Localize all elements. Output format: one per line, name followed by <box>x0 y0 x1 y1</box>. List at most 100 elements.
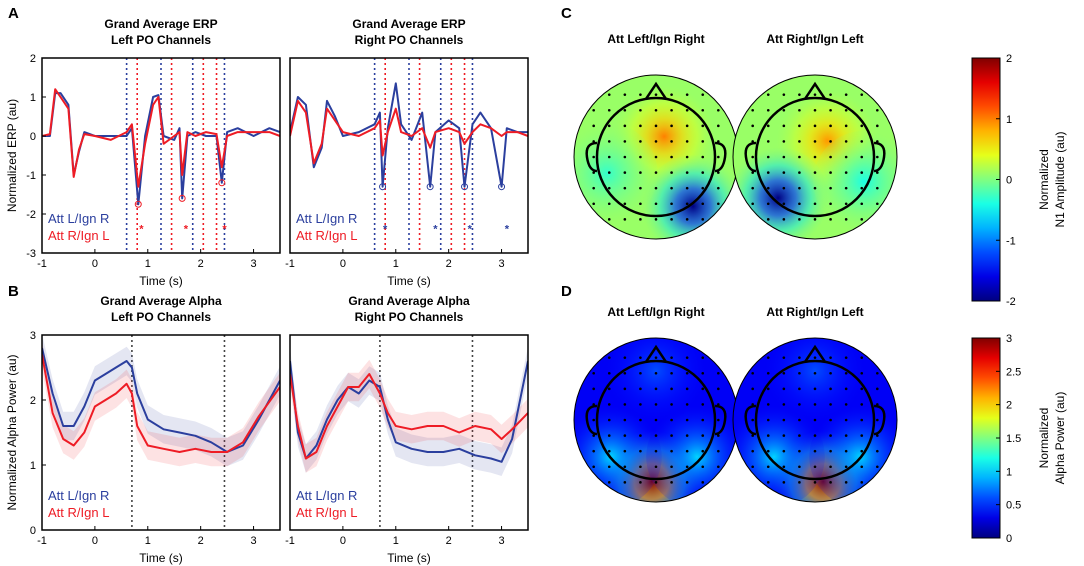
electrode <box>701 449 705 453</box>
electrode <box>751 124 754 128</box>
electrode <box>623 93 627 96</box>
electrode <box>782 171 786 174</box>
electrode <box>798 186 801 190</box>
electrode <box>782 155 786 159</box>
colorbar-tick-label: 2 <box>1006 53 1012 65</box>
electrode <box>670 93 673 96</box>
peak-marker <box>218 179 226 187</box>
topomap-blob <box>574 122 658 225</box>
electrode <box>829 403 832 406</box>
electrode <box>798 387 801 391</box>
topomap-blob <box>764 338 866 422</box>
electrode <box>607 124 611 128</box>
electrode <box>607 108 611 112</box>
electrode <box>844 171 848 174</box>
colorbar-tick-label: 2.5 <box>1006 366 1021 378</box>
electrode <box>813 481 817 484</box>
electrode <box>701 387 705 391</box>
electrode <box>798 155 801 159</box>
topomap-title: Att Right/Ign Left <box>766 32 863 46</box>
electrode <box>623 140 627 143</box>
electrode <box>685 356 689 359</box>
electrode <box>829 186 832 190</box>
legend-entry: Att L/Ign R <box>48 488 109 503</box>
colorbar-tick-label: 1 <box>1006 114 1012 126</box>
electrode <box>701 202 705 206</box>
head-outline-outer <box>732 337 898 503</box>
electrode <box>623 371 627 375</box>
electrode <box>860 108 864 112</box>
electrode <box>782 481 786 484</box>
electrode <box>782 418 786 422</box>
plot-frame <box>41 334 281 531</box>
electrode <box>829 481 832 484</box>
electrode <box>844 186 848 190</box>
electrode <box>670 465 673 469</box>
electrode <box>623 155 627 159</box>
electrode <box>844 202 848 206</box>
electrode <box>766 93 770 96</box>
topomap-title: Att Right/Ign Left <box>766 305 863 319</box>
colorbar-label-line1: Normalized <box>1037 149 1051 210</box>
x-tick-label: -1 <box>285 258 295 270</box>
series-line <box>42 88 280 188</box>
electrode <box>829 434 832 437</box>
electrode <box>876 171 879 174</box>
electrode <box>717 371 720 375</box>
electrode <box>860 171 864 174</box>
electrode <box>860 140 864 143</box>
electrode <box>766 202 770 206</box>
electrode <box>876 202 879 206</box>
electrode <box>860 449 864 453</box>
panel-label-a: A <box>8 5 19 22</box>
colorbar <box>971 57 1001 302</box>
colorbar-tick-label: 1.5 <box>1006 433 1021 445</box>
electrode <box>685 481 689 484</box>
electrode <box>860 93 864 96</box>
electrode <box>685 124 689 128</box>
electrode <box>701 481 705 484</box>
colorbar-tick-label: 1 <box>1006 466 1012 478</box>
electrode <box>623 186 627 190</box>
x-tick-label: 1 <box>145 258 151 270</box>
topomap-blob <box>605 338 707 422</box>
head-outline <box>754 96 876 218</box>
electrode <box>623 481 627 484</box>
series-line <box>42 354 280 453</box>
x-tick-label: 0 <box>340 535 346 547</box>
electrode <box>717 202 720 206</box>
series-line <box>42 347 280 453</box>
electrode <box>813 434 817 437</box>
chart-erp-right: Grand Average ERP Right PO Channels * * * * -1… <box>285 17 529 288</box>
electrode <box>654 387 658 391</box>
y-tick-label: 3 <box>30 330 36 342</box>
electrode <box>782 124 786 128</box>
electrode <box>813 387 817 391</box>
electrode <box>654 171 658 174</box>
electrode <box>766 140 770 143</box>
left-ear <box>585 141 598 173</box>
electrode <box>685 140 689 143</box>
y-axis-label: Normalized ERP (au) <box>5 99 19 212</box>
electrode <box>701 434 705 437</box>
electrode <box>592 371 595 375</box>
electrode <box>829 171 832 174</box>
electrode <box>592 186 595 190</box>
topomaps-alpha: Att Left/Ign Right Att Right/Ign Left 3 2.5… <box>573 305 1067 545</box>
right-ear <box>714 141 727 173</box>
topomaps-n1: Att Left/Ign Right Att Right/Ign Left 2 1 0 -… <box>573 32 1067 308</box>
electrode <box>813 124 817 128</box>
plot-frame <box>41 57 281 254</box>
electrode <box>751 202 754 206</box>
electrode <box>844 218 848 221</box>
series-band <box>42 340 280 467</box>
electrode <box>798 93 801 96</box>
electrode <box>751 434 754 437</box>
series-line <box>290 373 528 460</box>
electrode <box>829 371 832 375</box>
electrode <box>654 93 658 96</box>
nose <box>644 344 668 363</box>
electrode <box>607 155 611 159</box>
electrode <box>798 418 801 422</box>
